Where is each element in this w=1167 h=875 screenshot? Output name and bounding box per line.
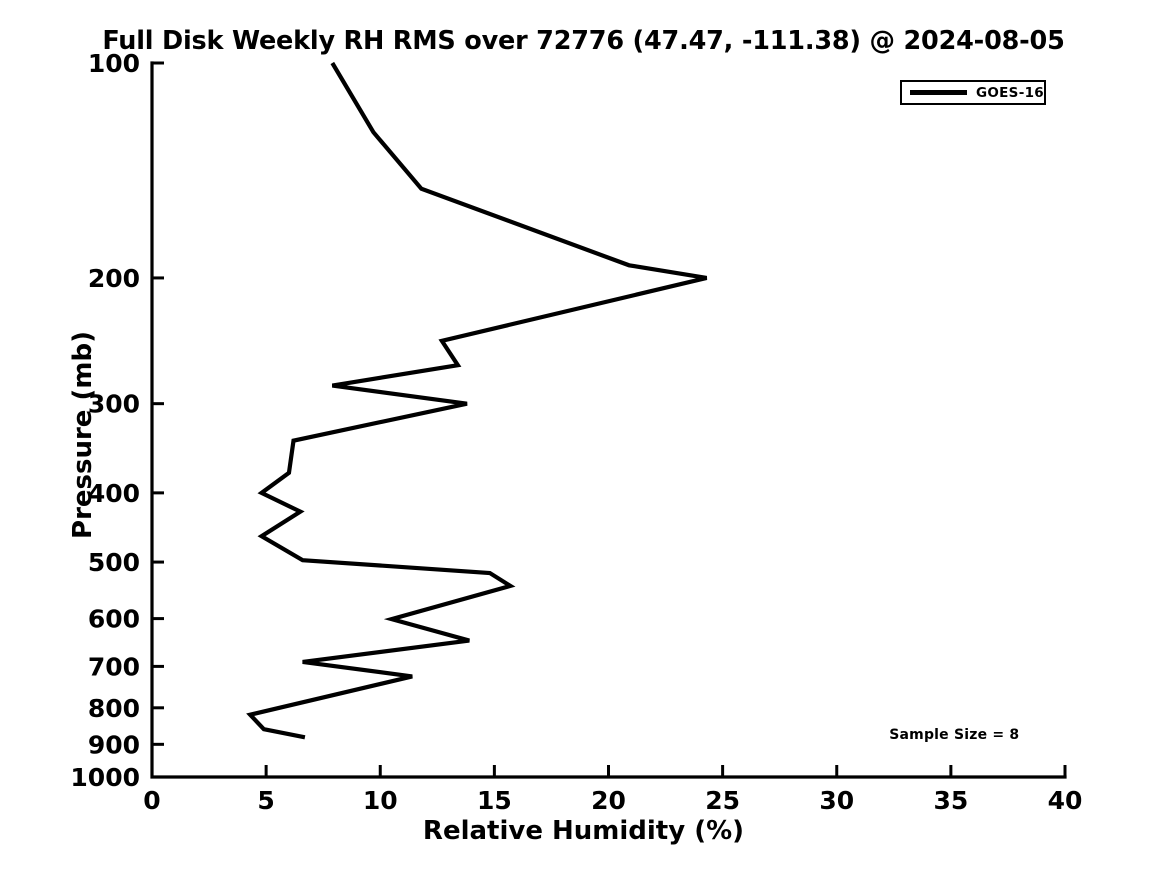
chart-title: Full Disk Weekly RH RMS over 72776 (47.4… <box>102 26 1065 56</box>
y-tick-label-800: 800 <box>88 694 140 723</box>
legend[interactable]: GOES-16 <box>900 80 1046 105</box>
x-tick-label-40: 40 <box>1048 786 1083 815</box>
y-tick-label-300: 300 <box>88 390 140 419</box>
y-tick-label-1000: 1000 <box>70 763 140 792</box>
axis-spine <box>150 61 1067 779</box>
legend-label-goes-16: GOES-16 <box>976 84 1044 101</box>
x-tick-label-35: 35 <box>933 786 968 815</box>
y-axis-label: Pressure (mb) <box>68 331 98 539</box>
y-tick-label-400: 400 <box>88 479 140 508</box>
y-tick-label-600: 600 <box>88 605 140 634</box>
y-tick-label-900: 900 <box>88 730 140 759</box>
legend-line-swatch-goes-16 <box>910 90 967 95</box>
x-tick-label-10: 10 <box>363 786 398 815</box>
x-tick-label-5: 5 <box>257 786 274 815</box>
x-tick-label-15: 15 <box>477 786 512 815</box>
x-tick-label-20: 20 <box>591 786 626 815</box>
data-series-group <box>246 61 708 740</box>
axes-group <box>150 61 1067 779</box>
series-line-goes-16 <box>246 61 708 740</box>
y-tick-label-700: 700 <box>88 652 140 681</box>
x-tick-label-0: 0 <box>143 786 160 815</box>
x-tick-label-25: 25 <box>705 786 740 815</box>
ticks-group <box>150 61 1067 779</box>
y-tick-label-500: 500 <box>88 548 140 577</box>
x-tick-label-30: 30 <box>819 786 854 815</box>
y-tick-label-100: 100 <box>88 49 140 78</box>
y-tick-label-200: 200 <box>88 264 140 293</box>
x-axis-label: Relative Humidity (%) <box>422 816 745 846</box>
sample-size-annotation: Sample Size = 8 <box>889 727 1020 744</box>
